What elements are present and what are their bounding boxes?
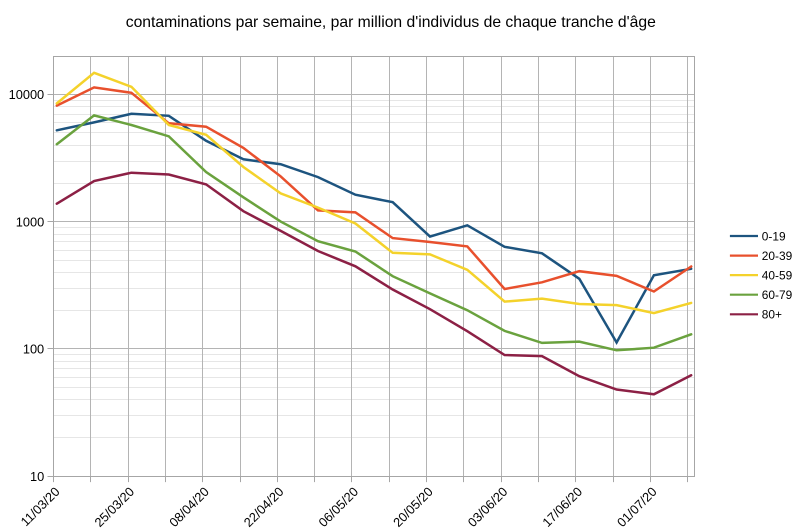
svg-text:contaminations par semaine, pa: contaminations par semaine, par million … (126, 14, 656, 31)
svg-text:10: 10 (30, 469, 44, 484)
svg-text:80+: 80+ (762, 308, 782, 322)
svg-text:1000: 1000 (16, 214, 44, 229)
svg-text:100: 100 (23, 342, 44, 357)
svg-text:60-79: 60-79 (762, 288, 793, 302)
svg-text:0-19: 0-19 (762, 229, 786, 243)
svg-text:20-39: 20-39 (762, 249, 793, 263)
svg-text:40-59: 40-59 (762, 269, 793, 283)
svg-text:10000: 10000 (9, 87, 45, 102)
